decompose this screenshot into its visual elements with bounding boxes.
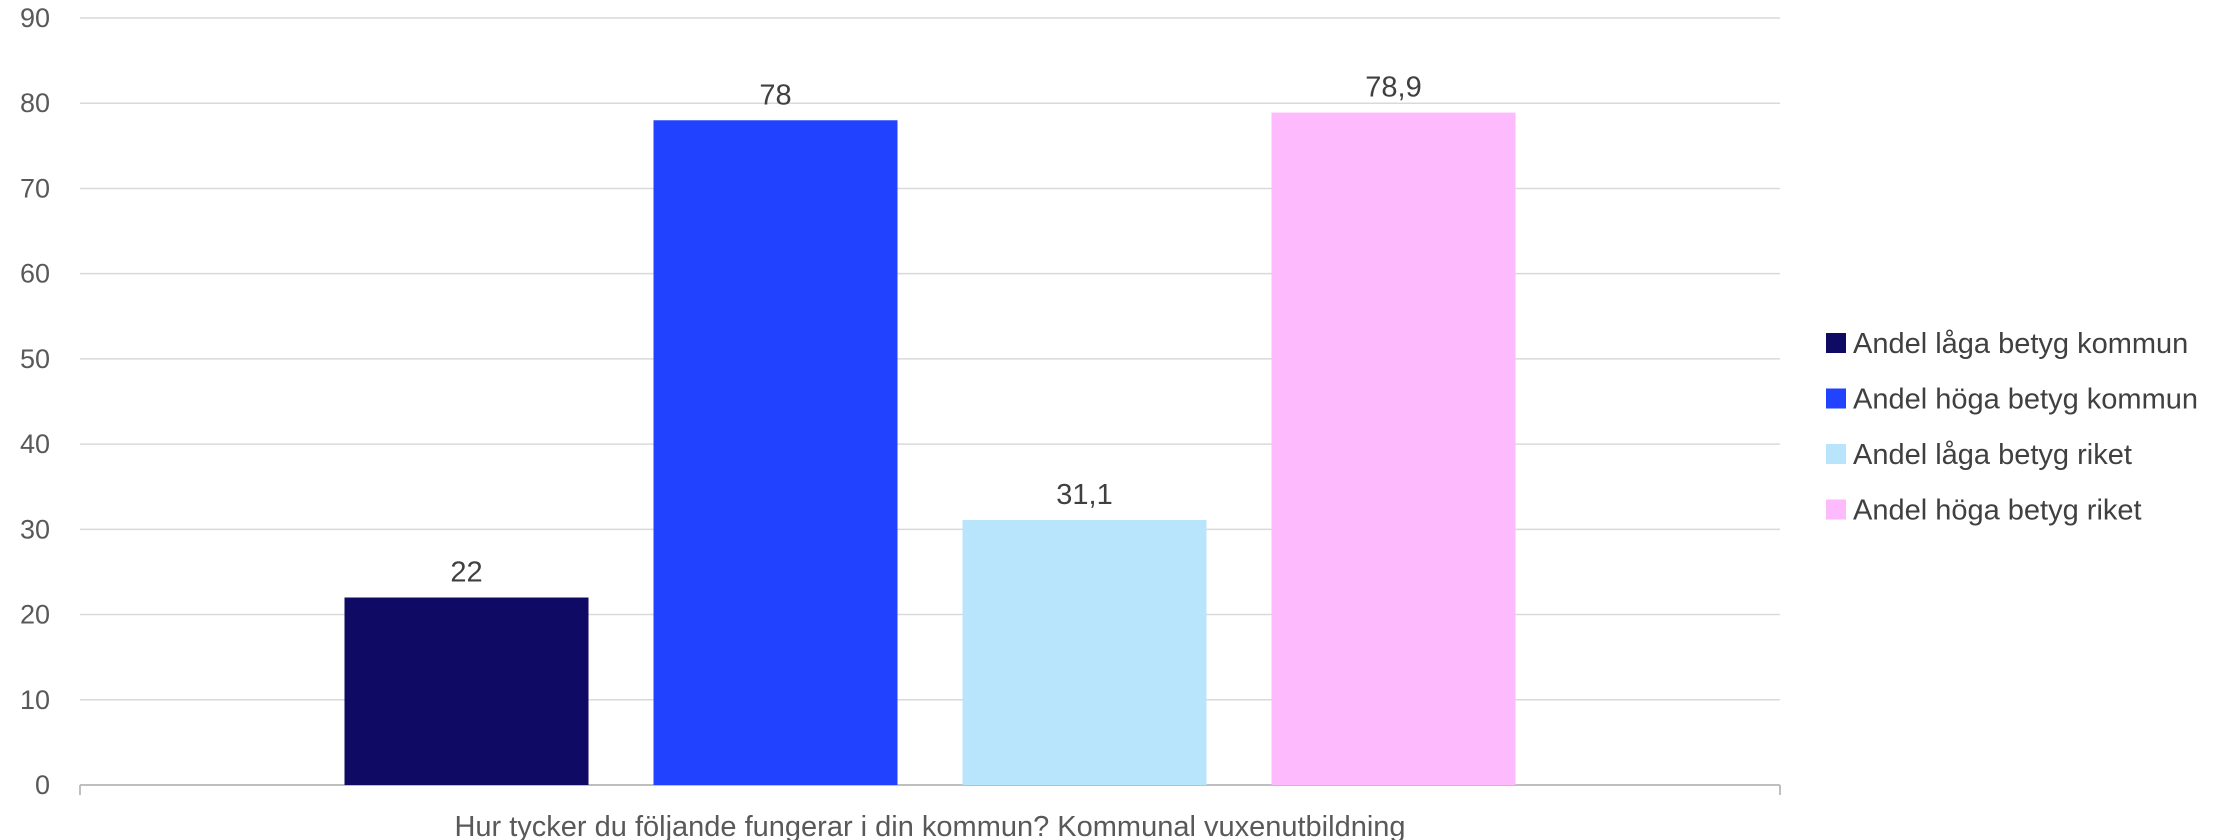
legend-swatch [1826, 333, 1846, 353]
y-tick-label: 80 [20, 88, 50, 118]
legend-label: Andel höga betyg kommun [1853, 384, 2198, 416]
data-label: 22 [450, 557, 482, 589]
legend-swatch [1826, 499, 1846, 520]
bars [344, 112, 1516, 786]
legend-label: Andel låga betyg riket [1853, 439, 2132, 471]
data-label: 31,1 [1056, 479, 1112, 511]
legend-swatch [1826, 388, 1846, 409]
y-tick-label: 40 [20, 429, 50, 459]
bar [653, 120, 898, 786]
y-tick-label: 50 [20, 344, 50, 374]
legend-label: Andel höga betyg riket [1853, 495, 2142, 527]
y-axis-ticks: 0 10 20 30 40 50 60 70 80 90 [20, 3, 50, 800]
bar [344, 597, 589, 785]
y-tick-label: 20 [20, 600, 50, 630]
y-tick-label: 0 [35, 770, 50, 800]
bar [1271, 112, 1516, 785]
y-tick-label: 30 [20, 514, 50, 544]
y-tick-label: 70 [20, 173, 50, 203]
data-label: 78,9 [1365, 72, 1421, 104]
y-tick-label: 60 [20, 259, 50, 289]
x-category-label: Hur tycker du följande fungerar i din ko… [454, 811, 1405, 840]
y-tick-label: 10 [20, 685, 50, 715]
legend-swatch [1826, 444, 1846, 464]
data-label: 78 [759, 79, 791, 111]
data-labels: 22 78 31,1 78,9 [450, 72, 1421, 589]
legend: Andel låga betyg kommun Andel höga betyg … [1826, 328, 2198, 527]
legend-label: Andel låga betyg kommun [1853, 328, 2188, 360]
y-tick-label: 90 [20, 3, 50, 33]
bar [962, 519, 1207, 785]
gridlines [79, 17, 1781, 795]
